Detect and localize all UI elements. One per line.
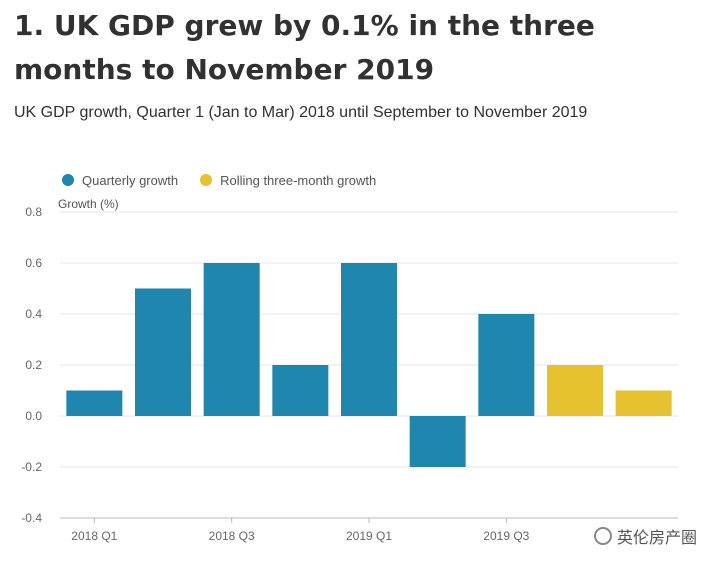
x-tick-label: 2019 Q1 [346,529,392,543]
bars [66,263,672,467]
y-tick-label: -0.4 [21,511,42,525]
y-tick-label: 0.4 [25,307,42,321]
legend-item-quarterly: Quarterly growth [62,173,178,188]
y-tick-label: 0.0 [25,409,42,423]
legend: Quarterly growth Rolling three-month gro… [62,170,398,190]
bar [272,365,329,416]
x-axis: 2018 Q1 2018 Q3 2019 Q1 2019 Q3 [60,517,678,543]
y-tick-label: 0.6 [25,256,42,270]
wechat-icon [594,527,612,545]
x-tick-label: 2018 Q1 [71,529,117,543]
legend-swatch-rolling [200,174,213,186]
bar [547,365,603,416]
y-tick-label: -0.2 [21,460,42,474]
y-axis: 0.8 0.6 0.4 0.2 0.0 -0.2 -0.4 [21,205,42,525]
legend-label-rolling: Rolling three-month growth [220,172,377,188]
x-tick-label: 2019 Q3 [483,529,529,543]
watermark-text: 英伦房产圈 [617,530,698,547]
y-tick-label: 0.8 [25,205,42,219]
legend-swatch-quarterly [62,174,74,186]
y-tick-label: 0.2 [25,358,42,372]
x-tick-label: 2018 Q3 [209,529,255,543]
bar [478,314,535,416]
legend-item-rolling: Rolling three-month growth [200,173,376,188]
bar [135,288,191,416]
y-axis-label: Growth (%) [58,197,119,211]
bar [409,416,466,467]
bar [341,263,397,416]
bar [615,390,672,416]
bar [203,263,260,416]
chart-title: 1. UK GDP grew by 0.1% in the three mont… [14,9,595,86]
legend-label-quarterly: Quarterly growth [82,172,179,188]
watermark: 英伦房产圈 [588,522,704,550]
bar [66,390,123,416]
chart-subtitle: UK GDP growth, Quarter 1 (Jan to Mar) 20… [14,104,588,121]
